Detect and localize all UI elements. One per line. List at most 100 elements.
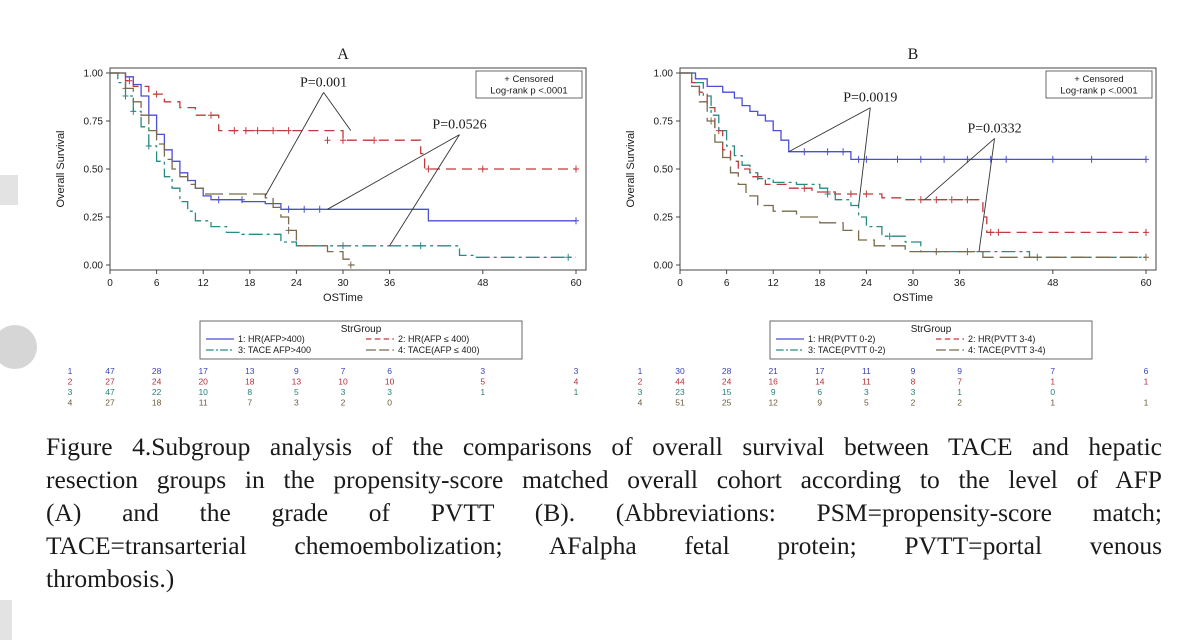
y-axis-label: Overall Survival	[55, 130, 67, 207]
censor-mark-1	[316, 205, 323, 213]
risk-count: 28	[152, 366, 162, 376]
caption-line-3: (A) and the grade of PVTT (B). (Abbrevia…	[46, 498, 1162, 527]
survival-curve-2	[680, 72, 1146, 234]
risk-count: 16	[768, 377, 778, 387]
risk-count: 13	[245, 366, 255, 376]
x-tick-label: 18	[814, 278, 826, 289]
censor-mark-2	[425, 165, 432, 173]
risk-count: 2	[957, 398, 962, 408]
p-value-pointer-line	[327, 134, 460, 210]
x-tick-label: 18	[244, 278, 256, 289]
panel-label: B	[908, 46, 919, 63]
caption-line-4: TACE=transarterial chemoembolization; AF…	[46, 531, 1162, 560]
y-tick-label: 0.00	[84, 261, 104, 272]
censor-mark-2	[801, 184, 808, 192]
y-tick-label: 0.00	[654, 261, 674, 272]
risk-count: 3	[911, 387, 916, 397]
risk-count: 1	[1144, 398, 1149, 408]
legend-label-2: 2: HR(AFP ≤ 400)	[398, 334, 469, 344]
censor-mark-2	[231, 127, 238, 135]
censor-mark-3	[886, 232, 893, 240]
censor-mark-1	[1049, 155, 1056, 163]
x-tick-label: 36	[384, 278, 396, 289]
risk-count: 5	[480, 377, 485, 387]
censor-mark-2	[948, 196, 955, 204]
censor-mark-2	[126, 77, 133, 85]
survival-curve-1	[680, 72, 1146, 161]
risk-count: 44	[675, 377, 685, 387]
risk-row-label-3: 3	[68, 387, 73, 397]
censor-mark-1	[987, 155, 994, 163]
risk-count: 9	[817, 398, 822, 408]
censor-mark-3	[565, 253, 572, 261]
risk-count: 2	[911, 398, 916, 408]
risk-count: 5	[294, 387, 299, 397]
risk-count: 1	[1144, 377, 1149, 387]
risk-count: 11	[199, 398, 208, 408]
risk-count: 7	[341, 366, 346, 376]
risk-count: 1	[957, 387, 962, 397]
risk-count: 3	[341, 387, 346, 397]
p-value-pointer-line	[389, 134, 460, 247]
censor-mark-2	[964, 196, 971, 204]
censor-mark-1	[1088, 155, 1095, 163]
y-tick-label: 0.25	[654, 213, 674, 224]
x-axis-label: OSTime	[893, 292, 933, 304]
censor-mark-2	[987, 228, 994, 236]
censor-mark-1	[1003, 155, 1010, 163]
censor-mark-3	[824, 190, 831, 198]
caption-line-2: resection groups in the propensity-score…	[46, 465, 1162, 494]
censor-mark-4	[708, 117, 715, 125]
risk-count: 12	[768, 398, 778, 408]
risk-count: 15	[722, 387, 732, 397]
risk-count: 3	[574, 366, 579, 376]
risk-count: 17	[198, 366, 208, 376]
risk-count: 27	[105, 398, 115, 408]
censor-mark-2	[324, 136, 331, 144]
legend-label-1: 1: HR(AFP>400)	[238, 334, 305, 344]
x-tick-label: 60	[1140, 278, 1152, 289]
risk-count: 7	[957, 377, 962, 387]
x-tick-label: 6	[724, 278, 730, 289]
risk-count: 21	[768, 366, 778, 376]
risk-row-label-2: 2	[68, 377, 73, 387]
x-tick-label: 24	[861, 278, 873, 289]
risk-count: 18	[152, 398, 162, 408]
risk-count: 9	[957, 366, 962, 376]
km-chart-panel-a: A0.000.250.500.751.000 6 12 18 24 30 36 48 60Ove…	[55, 46, 587, 408]
censor-mark-2	[208, 111, 214, 119]
survival-curve-1	[110, 72, 576, 222]
p-value-label-2: P=0.0526	[432, 118, 486, 133]
risk-row-label-4: 4	[68, 398, 73, 408]
censored-key-label: + Censored	[1074, 74, 1123, 85]
risk-count: 30	[675, 366, 685, 376]
risk-count: 11	[862, 366, 871, 376]
censor-mark-1	[840, 148, 847, 156]
censor-mark-2	[933, 196, 940, 204]
censor-mark-3	[122, 92, 129, 100]
risk-count: 10	[198, 387, 208, 397]
censor-mark-1	[855, 155, 862, 163]
censor-mark-3	[417, 242, 424, 250]
risk-count: 25	[722, 398, 732, 408]
censor-mark-4	[933, 248, 940, 256]
risk-count: 9	[771, 387, 776, 397]
risk-count: 47	[105, 366, 115, 376]
censor-mark-3	[145, 142, 152, 150]
risk-count: 10	[385, 377, 395, 387]
legend-title: StrGroup	[911, 324, 952, 335]
x-tick-label: 30	[337, 278, 349, 289]
p-value-label-2: P=0.0332	[967, 121, 1021, 136]
risk-row-label-3: 3	[638, 387, 643, 397]
p-value-pointer-line	[978, 138, 995, 252]
legend-label-3: 3: TACE(PVTT 0-2)	[808, 345, 886, 355]
risk-count: 8	[911, 377, 916, 387]
risk-count: 11	[862, 377, 871, 387]
risk-count: 9	[294, 366, 299, 376]
censor-mark-1	[239, 196, 245, 204]
risk-count: 10	[338, 377, 348, 387]
censor-mark-2	[254, 127, 261, 135]
censor-mark-3	[130, 107, 137, 115]
decor-bar-bottom	[0, 600, 12, 640]
censor-mark-1	[801, 148, 808, 156]
